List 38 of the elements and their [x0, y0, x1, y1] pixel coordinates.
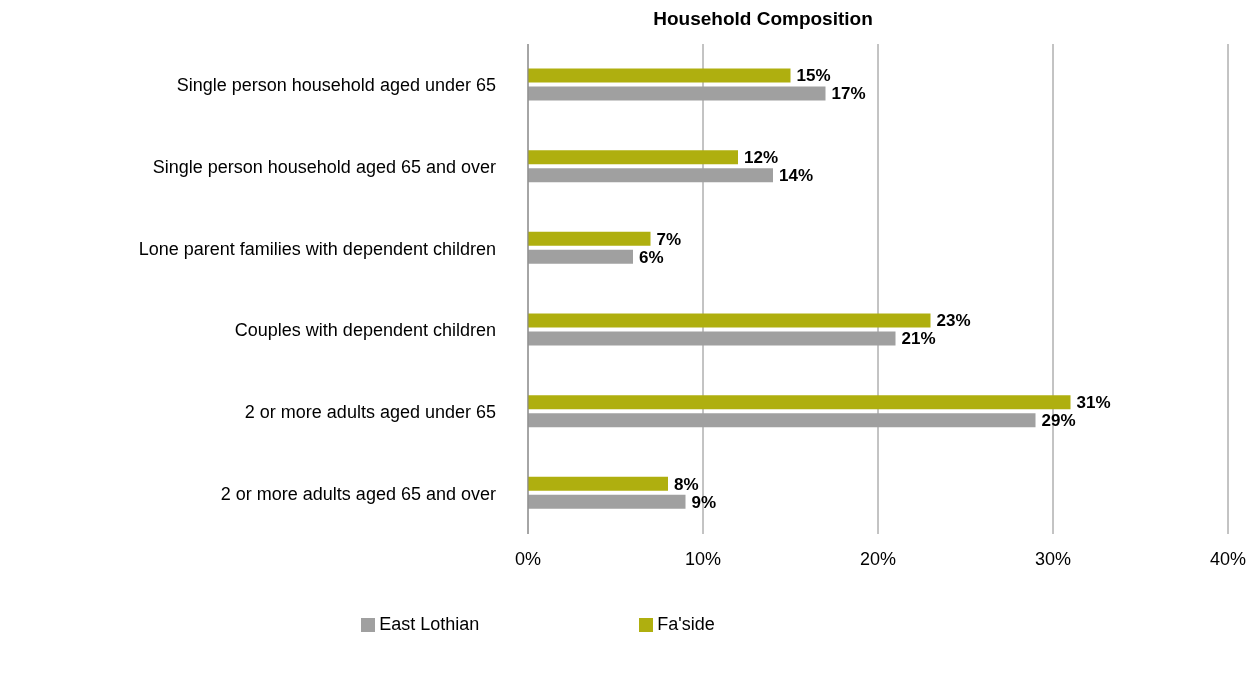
x-tick-label: 40%: [1209, 548, 1247, 569]
data-label: 9%: [691, 492, 717, 512]
bar: [528, 231, 651, 246]
y-tick-label: Couples with dependent children: [234, 320, 496, 341]
bar: [528, 86, 826, 101]
chart-title: Household Composition: [652, 8, 874, 30]
data-label: 14%: [779, 166, 814, 186]
x-tick-label: 30%: [1034, 548, 1072, 569]
bar: [528, 313, 931, 328]
data-label: 12%: [744, 148, 779, 168]
bar: [528, 413, 1036, 428]
bar: [528, 331, 896, 346]
data-label: 21%: [901, 329, 936, 349]
data-label: 31%: [1076, 393, 1111, 413]
bar: [528, 249, 633, 264]
x-tick-label: 20%: [859, 548, 897, 569]
y-tick-label: 2 or more adults aged 65 and over: [220, 483, 496, 504]
data-label: 6%: [639, 247, 664, 267]
bar: [528, 395, 1071, 410]
y-tick-label: Lone parent families with dependent children: [138, 238, 496, 259]
legend-label: Fa'side: [657, 614, 715, 634]
legend-label: East Lothian: [379, 614, 480, 634]
data-label: 17%: [831, 84, 866, 104]
data-label: 7%: [656, 229, 682, 249]
x-tick-label: 10%: [684, 548, 722, 569]
data-label: 8%: [674, 474, 699, 494]
bar: [528, 68, 791, 83]
bar: [528, 494, 686, 509]
data-label: 29%: [1041, 411, 1076, 431]
y-tick-label: Single person household aged 65 and over: [152, 156, 497, 177]
x-tick-label: 0%: [514, 548, 542, 569]
data-label: 23%: [936, 311, 971, 331]
bar: [528, 150, 738, 165]
bar: [528, 168, 773, 183]
data-label: 15%: [796, 66, 831, 86]
y-tick-label: Single person household aged under 65: [176, 75, 496, 96]
bar: [528, 476, 668, 491]
y-tick-label: 2 or more adults aged under 65: [244, 401, 496, 422]
